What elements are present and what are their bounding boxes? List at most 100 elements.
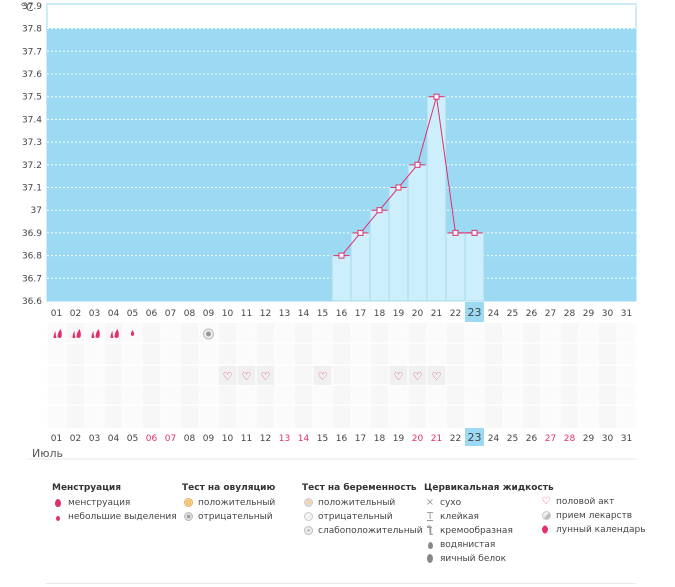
intercourse-cell [313, 366, 332, 385]
temperature-point [433, 93, 440, 100]
y-tick-label: 36.6 [22, 297, 42, 307]
day-label-bottom: 15 [317, 434, 328, 444]
sticky-icon: T [426, 511, 434, 522]
day-label-top: 27 [545, 309, 556, 319]
temperature-bar [350, 232, 371, 302]
legend-title: Менструация [52, 483, 121, 493]
day-label-top: 13 [279, 309, 290, 319]
legend-item: × сухо [425, 497, 462, 508]
event-column [123, 323, 142, 428]
day-label-bottom: 19 [393, 434, 405, 444]
event-column [199, 323, 218, 428]
intercourse-cell [408, 366, 427, 385]
heart-icon: ♡ [242, 370, 252, 383]
day-label-bottom: 20 [412, 434, 424, 444]
day-label-bottom: 12 [260, 434, 271, 444]
day-label-top: 20 [412, 309, 424, 319]
day-label-bottom: 18 [374, 434, 386, 444]
temperature-point [471, 229, 478, 236]
day-label-top: 12 [260, 309, 271, 319]
menstruation-drop-icon [110, 329, 119, 338]
y-tick-label: 37.1 [22, 184, 42, 194]
legend-item: положительный [302, 496, 423, 510]
y-tick-label: 36.9 [22, 229, 42, 239]
day-label-top: 22 [450, 309, 461, 319]
menstruation-drop-icon [91, 329, 100, 338]
day-label-top: 24 [488, 309, 500, 319]
day-label-top: 10 [222, 309, 234, 319]
today-highlight-top [465, 302, 484, 322]
day-label-bottom: 29 [583, 434, 595, 444]
day-label-top: 15 [317, 309, 328, 319]
heart-icon: ♡ [223, 370, 233, 383]
day-label-bottom: 25 [507, 434, 518, 444]
legend-title: Тест на беременность [302, 483, 417, 493]
day-label-bottom: 09 [203, 434, 215, 444]
day-label-bottom: 23 [468, 431, 482, 444]
event-column [294, 323, 313, 428]
day-label-top: 09 [203, 309, 215, 319]
day-label-bottom: 22 [450, 434, 461, 444]
day-label-top: 14 [298, 309, 310, 319]
day-label-top: 18 [374, 309, 386, 319]
negative-test-icon [182, 511, 194, 523]
day-label-top: 19 [393, 309, 405, 319]
temperature-point [452, 229, 459, 236]
event-column [465, 323, 484, 428]
day-label-bottom: 21 [431, 434, 442, 444]
day-label-top: 25 [507, 309, 518, 319]
event-column [275, 323, 294, 428]
legend-item: слабоположительный [302, 524, 423, 538]
day-label-bottom: 24 [488, 434, 500, 444]
day-label-bottom: 02 [70, 434, 81, 444]
temperature-bar [464, 232, 485, 302]
day-label-top: 30 [602, 309, 614, 319]
event-column [104, 323, 123, 428]
y-tick-label: 37.4 [22, 115, 42, 125]
y-tick-label: 37.5 [22, 93, 42, 103]
temperature-bar [407, 164, 428, 302]
heart-icon: ♡ [413, 370, 423, 383]
day-label-bottom: 27 [545, 434, 556, 444]
legend-item: яичный белок [424, 552, 554, 566]
y-tick-label: 37.8 [22, 25, 42, 35]
event-column [541, 323, 560, 428]
event-column [351, 323, 370, 428]
day-label-top: 16 [336, 309, 348, 319]
day-label-top: 23 [468, 306, 482, 319]
temperature-bar [369, 209, 390, 302]
legend-item: прием лекарств [540, 509, 646, 523]
event-column [142, 323, 161, 428]
event-column [579, 323, 598, 428]
day-label-bottom: 07 [165, 434, 176, 444]
legend-ovulation: Тест на овуляцию положительный отрицател… [182, 481, 275, 524]
day-label-top: 26 [526, 309, 538, 319]
day-label-bottom: 30 [602, 434, 614, 444]
event-column [617, 323, 636, 428]
day-label-top: 03 [89, 309, 100, 319]
legend-item: отрицательный [182, 510, 275, 524]
month-label: Июль [32, 447, 63, 460]
weak-positive-icon [302, 525, 314, 537]
day-label-top: 21 [431, 309, 442, 319]
day-label-top: 29 [583, 309, 595, 319]
positive-pregnancy-icon [302, 497, 314, 509]
negative-pregnancy-icon [302, 511, 314, 523]
day-label-top: 17 [355, 309, 366, 319]
day-label-bottom: 08 [184, 434, 196, 444]
moon-icon [540, 524, 552, 536]
intercourse-cell [389, 366, 408, 385]
day-label-top: 01 [51, 309, 62, 319]
temperature-bar [426, 96, 447, 302]
day-label-bottom: 14 [298, 434, 310, 444]
legend-item: положительный [182, 496, 275, 510]
day-label-top: 04 [108, 309, 120, 319]
dry-icon: × [425, 497, 435, 508]
y-tick-label: 37.9 [22, 2, 42, 12]
event-column [503, 323, 522, 428]
event-column [161, 323, 180, 428]
legend-item: ƪ кремообразная [424, 524, 554, 538]
temperature-point [357, 229, 364, 236]
event-column [522, 323, 541, 428]
